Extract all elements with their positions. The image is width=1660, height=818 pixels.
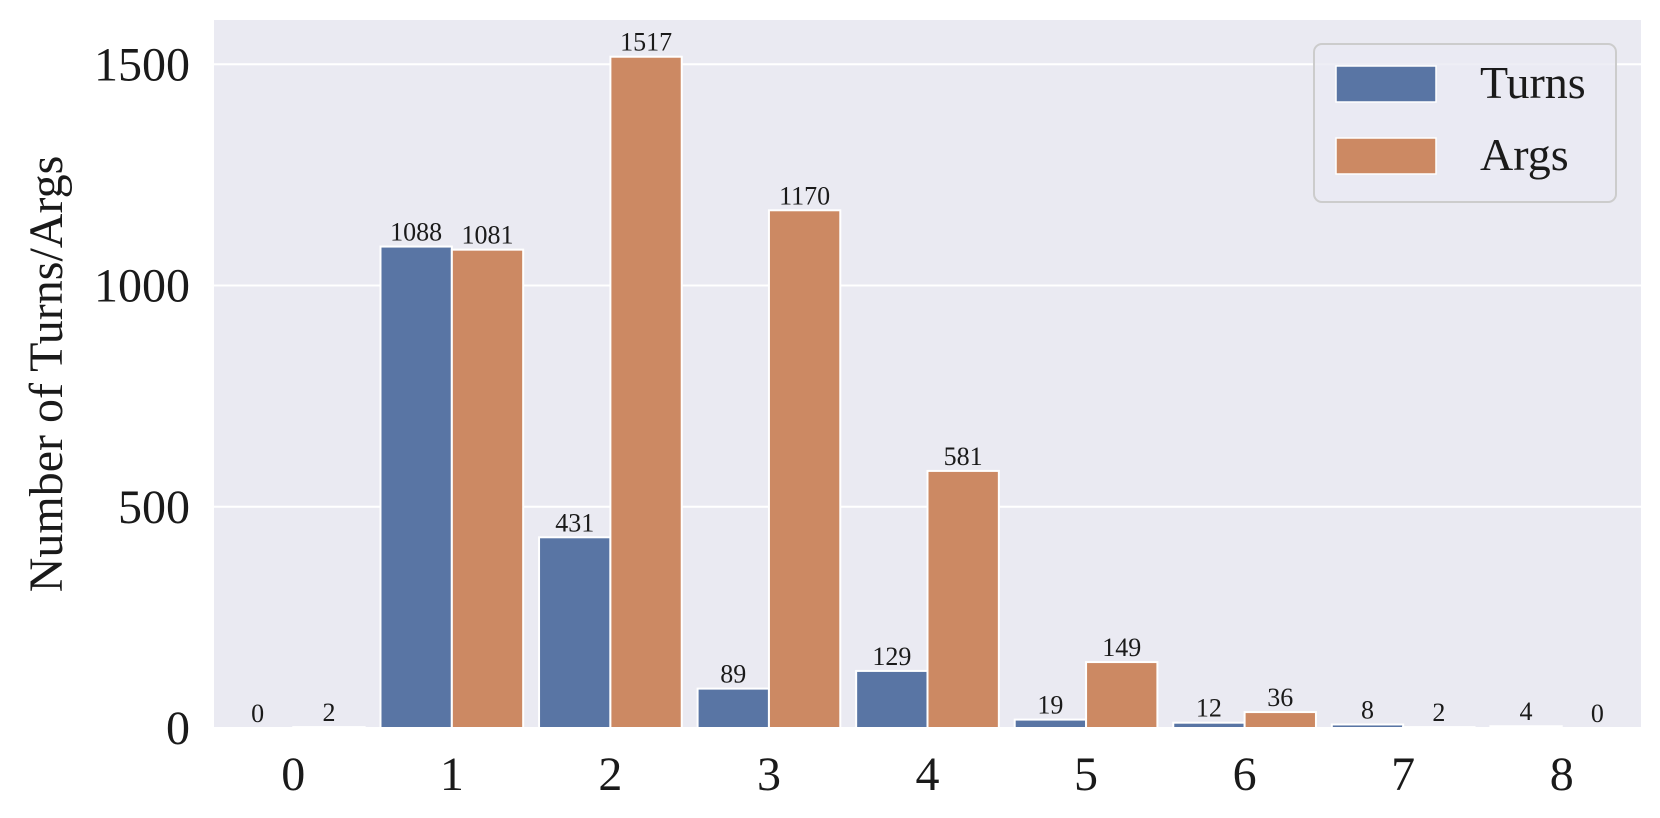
- x-tick-label: 1: [440, 748, 464, 801]
- bar-value-label: 2: [1432, 698, 1445, 727]
- bar-turns-3: [696, 687, 770, 729]
- bars: [292, 55, 1563, 730]
- bar-value-label: 36: [1267, 683, 1293, 712]
- bar-turns-4: [855, 669, 929, 729]
- bar-value-label: 0: [251, 699, 264, 728]
- x-tick-label: 0: [281, 748, 305, 801]
- y-tick-label: 1500: [94, 38, 190, 91]
- bar-value-label: 4: [1520, 697, 1533, 726]
- bar-value-label: 581: [944, 442, 983, 471]
- bar-turns-7: [1330, 723, 1405, 730]
- bar-args-1: [450, 248, 525, 729]
- x-tick-label: 8: [1550, 748, 1574, 801]
- bar-value-label: 2: [322, 698, 335, 727]
- bar-args-0: [292, 726, 366, 729]
- bar-args-2: [609, 55, 683, 730]
- bar-value-label: 8: [1361, 695, 1374, 724]
- bar-value-label: 19: [1037, 691, 1063, 720]
- x-tick-label: 5: [1074, 748, 1098, 801]
- y-axis-label: Number of Turns/Args: [20, 156, 73, 593]
- bar-value-label: 0: [1591, 699, 1604, 728]
- y-tick-label: 0: [166, 702, 190, 755]
- legend: Turns Args: [1313, 43, 1617, 203]
- x-tick-label: 6: [1233, 748, 1257, 801]
- bar-args-5: [1085, 661, 1159, 730]
- legend-label-args: Args: [1480, 129, 1569, 180]
- bar-value-label: 1081: [462, 221, 514, 250]
- bar-turns-1: [379, 245, 453, 729]
- bar-value-label: 1170: [779, 181, 830, 210]
- x-tick-label: 2: [598, 748, 622, 801]
- bar-turns-5: [1013, 718, 1088, 730]
- x-tick-label: 3: [757, 748, 781, 801]
- legend-swatch-turns: [1335, 65, 1437, 103]
- bar-args-6: [1243, 711, 1317, 730]
- y-tick-label: 1000: [94, 260, 190, 313]
- bar-value-label: 1088: [390, 218, 442, 247]
- bar-value-label: 149: [1102, 633, 1141, 662]
- bar-args-3: [767, 209, 842, 729]
- bar-value-label: 89: [720, 660, 746, 689]
- x-ticks: 0 1 2 3 4 5 6 7 8: [281, 748, 1573, 801]
- legend-label-turns: Turns: [1480, 57, 1586, 108]
- legend-swatch-args: [1335, 137, 1437, 175]
- x-tick-label: 7: [1391, 748, 1415, 801]
- bar-turns-8: [1489, 725, 1563, 729]
- bar-turns-6: [1172, 721, 1246, 730]
- bar-labels: 0 2 1088 1081 431 1517 89 1170 129 581 19 149 12 36 8 2…: [251, 28, 1604, 728]
- y-tick-label: 500: [118, 481, 190, 534]
- bar-value-label: 129: [872, 642, 911, 671]
- bar-value-label: 431: [555, 508, 594, 537]
- bar-value-label: 1517: [620, 28, 672, 57]
- y-ticks: 0 500 1000 1500: [94, 38, 190, 755]
- bar-args-7: [1402, 726, 1476, 729]
- bar-args-4: [926, 469, 1000, 729]
- bar-turns-2: [538, 536, 612, 729]
- bar-value-label: 12: [1196, 694, 1222, 723]
- x-tick-label: 4: [916, 748, 940, 801]
